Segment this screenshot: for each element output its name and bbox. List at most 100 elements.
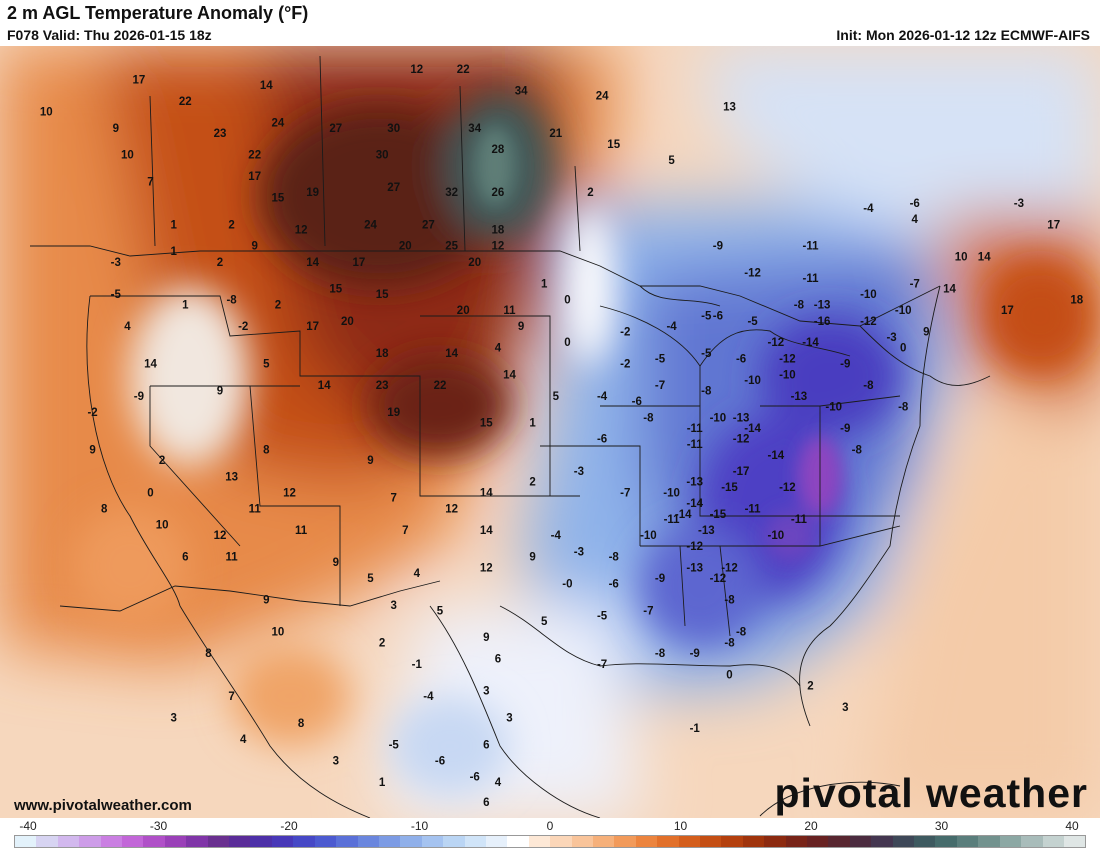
anomaly-value-label: 10 xyxy=(156,520,169,532)
colorbar-swatch xyxy=(143,836,165,847)
colorbar-swatch xyxy=(314,836,337,847)
anomaly-value-label: 15 xyxy=(329,284,342,296)
colorbar-swatch xyxy=(357,836,379,847)
anomaly-value-label: 15 xyxy=(376,289,389,301)
anomaly-value-label: 17 xyxy=(133,75,146,87)
colorbar-swatch xyxy=(935,836,957,847)
anomaly-value-label: -5 xyxy=(655,353,666,365)
colorbar-tick-label: -40 xyxy=(19,819,37,833)
anomaly-value-label: 10 xyxy=(955,251,968,263)
anomaly-value-label: -12 xyxy=(710,573,727,585)
anomaly-value-label: 9 xyxy=(113,123,119,135)
anomaly-value-label: 27 xyxy=(329,123,342,135)
anomaly-value-label: 1 xyxy=(170,246,177,258)
colorbar-swatch xyxy=(742,836,765,847)
anomaly-value-label: 2 xyxy=(587,187,593,199)
colorbar-swatch xyxy=(1021,836,1043,847)
anomaly-value-label: -6 xyxy=(632,396,642,408)
anomaly-value-label: -2 xyxy=(620,359,630,371)
anomaly-value-label: -13 xyxy=(698,525,715,537)
anomaly-value-label: 7 xyxy=(390,493,396,505)
anomaly-value-label: 18 xyxy=(1070,294,1083,306)
anomaly-value-label: 14 xyxy=(978,251,991,263)
anomaly-value-label: 0 xyxy=(147,487,153,499)
anomaly-value-label: -7 xyxy=(597,659,607,671)
anomaly-value-label: -14 xyxy=(744,423,761,435)
anomaly-value-label: -6 xyxy=(713,310,723,322)
anomaly-value-label: 2 xyxy=(275,300,281,312)
anomaly-value-label: 2 xyxy=(159,455,165,467)
anomaly-value-label: -7 xyxy=(910,278,920,290)
anomaly-value-label: 0 xyxy=(564,337,570,349)
anomaly-value-label: -14 xyxy=(802,337,819,349)
colorbar-swatch xyxy=(721,836,743,847)
anomaly-value-label: -3 xyxy=(574,546,584,558)
colorbar-tick-label: 30 xyxy=(934,819,949,833)
colorbar-swatch xyxy=(164,836,187,847)
colorbar-swatch xyxy=(122,836,144,847)
anomaly-value-label: 12 xyxy=(492,241,505,253)
anomaly-value-label: 18 xyxy=(492,225,505,237)
colorbar-swatch xyxy=(421,836,444,847)
anomaly-value-label: 2 xyxy=(379,637,385,649)
anomaly-value-label: 7 xyxy=(228,691,234,703)
website-credit: www.pivotalweather.com xyxy=(14,797,192,814)
anomaly-value-label: -14 xyxy=(686,498,703,510)
colorbar-swatch xyxy=(207,836,230,847)
anomaly-value-label: 4 xyxy=(124,321,131,333)
anomaly-value-label: 22 xyxy=(434,380,447,392)
anomaly-value-label: -6 xyxy=(609,579,619,591)
colorbar-swatch xyxy=(871,836,893,847)
anomaly-value-label: 11 xyxy=(503,305,516,317)
colorbar-tick-label: -20 xyxy=(280,819,298,833)
colorbar-tick-label: 0 xyxy=(546,819,554,833)
colorbar-swatch xyxy=(15,836,37,847)
colorbar-swatch xyxy=(1063,836,1086,847)
anomaly-value-label: -10 xyxy=(710,412,727,424)
anomaly-value-label: 30 xyxy=(376,150,389,162)
anomaly-value-label: 18 xyxy=(376,348,389,360)
anomaly-value-label: 3 xyxy=(842,702,848,714)
anomaly-value-label: 8 xyxy=(101,503,108,515)
colorbar-swatch xyxy=(229,836,251,847)
anomaly-value-label: 23 xyxy=(376,380,389,392)
anomaly-value-label: -8 xyxy=(736,627,747,639)
anomaly-value-label: -12 xyxy=(779,353,796,365)
anomaly-value-label: -8 xyxy=(655,648,666,660)
anomaly-value-label: 14 xyxy=(260,80,273,92)
anomaly-value-label: 15 xyxy=(480,418,493,430)
anomaly-value-label: 20 xyxy=(341,316,354,328)
anomaly-value-label: -11 xyxy=(803,273,820,285)
colorbar-swatch xyxy=(528,836,551,847)
colorbar-swatch xyxy=(57,836,80,847)
colorbar-tick-label: 40 xyxy=(1065,819,1079,833)
anomaly-value-label: -4 xyxy=(597,391,608,403)
colorbar-swatch xyxy=(378,836,401,847)
anomaly-value-label: 24 xyxy=(596,91,609,103)
colorbar-swatch xyxy=(828,836,850,847)
anomaly-value-label: 20 xyxy=(457,305,470,317)
colorbar-tick-label: -30 xyxy=(149,819,168,833)
anomaly-value-label: 9 xyxy=(89,444,95,456)
anomaly-value-label: -5 xyxy=(389,739,400,751)
colorbar-swatch xyxy=(507,836,529,847)
anomaly-value-label: 14 xyxy=(144,359,157,371)
colorbar-swatch xyxy=(464,836,486,847)
colorbar: -40 -30 -20 -10 0 10 20 30 40 xyxy=(0,818,1100,850)
anomaly-value-label: 27 xyxy=(422,219,435,231)
brand-logo-text: pivotal weather xyxy=(774,770,1088,816)
anomaly-value-label: -4 xyxy=(863,203,874,215)
anomaly-value-label: -6 xyxy=(736,353,746,365)
anomaly-value-label: 9 xyxy=(217,386,223,398)
anomaly-value-label: -9 xyxy=(840,423,850,435)
colorbar-swatch xyxy=(271,836,294,847)
anomaly-value-label: 9 xyxy=(923,327,929,339)
anomaly-value-label: 5 xyxy=(541,616,548,628)
anomaly-value-label: 5 xyxy=(437,605,444,617)
colorbar-swatch xyxy=(849,836,872,847)
colorbar-swatch xyxy=(764,836,786,847)
anomaly-value-label: 22 xyxy=(457,64,470,76)
colorbar-swatches xyxy=(14,835,1086,848)
anomaly-value-label: -2 xyxy=(238,321,248,333)
